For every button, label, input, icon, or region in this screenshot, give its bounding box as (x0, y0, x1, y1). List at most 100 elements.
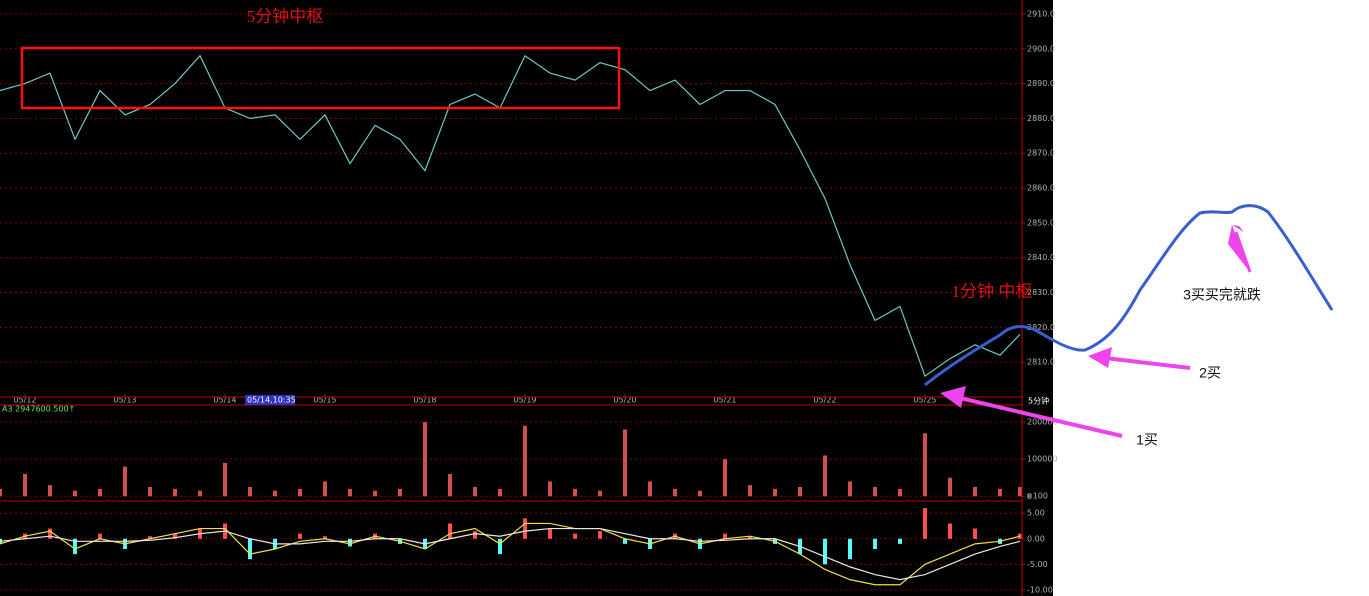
bar (173, 533, 177, 539)
bar (448, 523, 452, 539)
y-tick-label: 2890.0 (1027, 79, 1055, 88)
arrow (1104, 356, 1191, 370)
bar (773, 488, 777, 497)
annotation: 5分钟中枢 (247, 7, 324, 26)
x-tick-label: 05/19 (513, 396, 536, 405)
bar (98, 533, 102, 539)
bar (548, 481, 552, 497)
bar (873, 487, 877, 497)
bar (0, 488, 2, 497)
bar (73, 538, 77, 555)
bar (298, 533, 302, 539)
bar (623, 429, 627, 497)
annotation: 1买 (1136, 432, 1158, 448)
bar (848, 481, 852, 497)
bar (98, 488, 102, 497)
y-tick-label: 2810.0 (1027, 358, 1055, 367)
bar (573, 533, 577, 539)
bar (823, 455, 827, 497)
bar (498, 538, 502, 555)
y-tick-label: 5.00 (1027, 509, 1045, 518)
bar (598, 490, 602, 497)
bar (698, 490, 702, 497)
bar (148, 536, 152, 539)
x-tick-label: 05/15 (313, 396, 336, 405)
bar (598, 531, 602, 539)
bar (248, 538, 252, 560)
bar (923, 433, 927, 497)
annotation: 3买买完就跌 (1183, 287, 1261, 303)
pivot-box (20, 46, 621, 110)
bar (798, 487, 802, 497)
x-tick-label: 05/21 (713, 396, 736, 405)
bar (448, 474, 452, 497)
bar (648, 481, 652, 497)
cursor-label: 05/14,10:35 (247, 396, 296, 405)
x-tick-label: 05/18 (413, 396, 436, 405)
bar (523, 518, 527, 539)
indicator-line (0, 527, 1021, 581)
bar (473, 487, 477, 497)
bar (373, 490, 377, 497)
bar (748, 536, 752, 539)
bar (1018, 487, 1022, 497)
bar (823, 538, 827, 565)
chart-background (0, 0, 1053, 596)
bar (223, 462, 227, 497)
y-tick-label: 0 (1027, 492, 1032, 501)
y-tick-label: 200000 (1027, 418, 1058, 427)
bar (723, 533, 727, 539)
bar (898, 538, 902, 544)
y-tick-label: 2880.0 (1027, 114, 1055, 123)
x-tick-label: 05/22 (813, 396, 836, 405)
bar (273, 490, 277, 497)
bar (748, 485, 752, 497)
bar (548, 528, 552, 539)
bar (173, 488, 177, 497)
y-tick-label: 2870.0 (1027, 149, 1055, 158)
bar (348, 488, 352, 497)
bar (73, 490, 77, 497)
bar (148, 487, 152, 497)
bar (23, 474, 27, 497)
bar (998, 488, 1002, 497)
bar (923, 508, 927, 539)
y-tick-label: 2860.0 (1027, 184, 1055, 193)
y-tick-label: 2910.0 (1027, 9, 1055, 18)
bar (498, 488, 502, 497)
bar (873, 538, 877, 549)
x-tick-label: 05/14 (213, 396, 236, 405)
x-tick-label: 05/13 (113, 396, 136, 405)
y-tick-label: 2840.0 (1027, 253, 1055, 262)
volume-indicator: A3 2947600.500↑ (2, 405, 75, 414)
annotation: 2买 (1199, 365, 1221, 381)
bar (323, 481, 327, 497)
y-tick-label: 2830.0 (1027, 288, 1055, 297)
projection-curve (924, 204, 1334, 387)
annotation: 1分钟 中枢 (952, 282, 1033, 301)
arrow (1088, 347, 1112, 368)
bar (973, 487, 977, 497)
bar (573, 488, 577, 497)
bar (898, 488, 902, 497)
bar (323, 536, 327, 539)
bar (723, 459, 727, 497)
bar (673, 488, 677, 497)
bar (198, 490, 202, 497)
price-line (0, 54, 1021, 378)
arrow (940, 386, 966, 408)
bar (48, 485, 52, 497)
bar (948, 477, 952, 497)
bar (523, 425, 527, 497)
cursor-label-bg (245, 395, 295, 405)
bar (348, 538, 352, 547)
bar (848, 538, 852, 560)
y-tick-label: -5.00 (1027, 560, 1048, 569)
bar (623, 538, 627, 544)
x-tick-label: 05/12 (13, 396, 36, 405)
bar (248, 487, 252, 497)
bar (973, 528, 977, 539)
bar (423, 422, 427, 497)
arrow (959, 396, 1123, 438)
